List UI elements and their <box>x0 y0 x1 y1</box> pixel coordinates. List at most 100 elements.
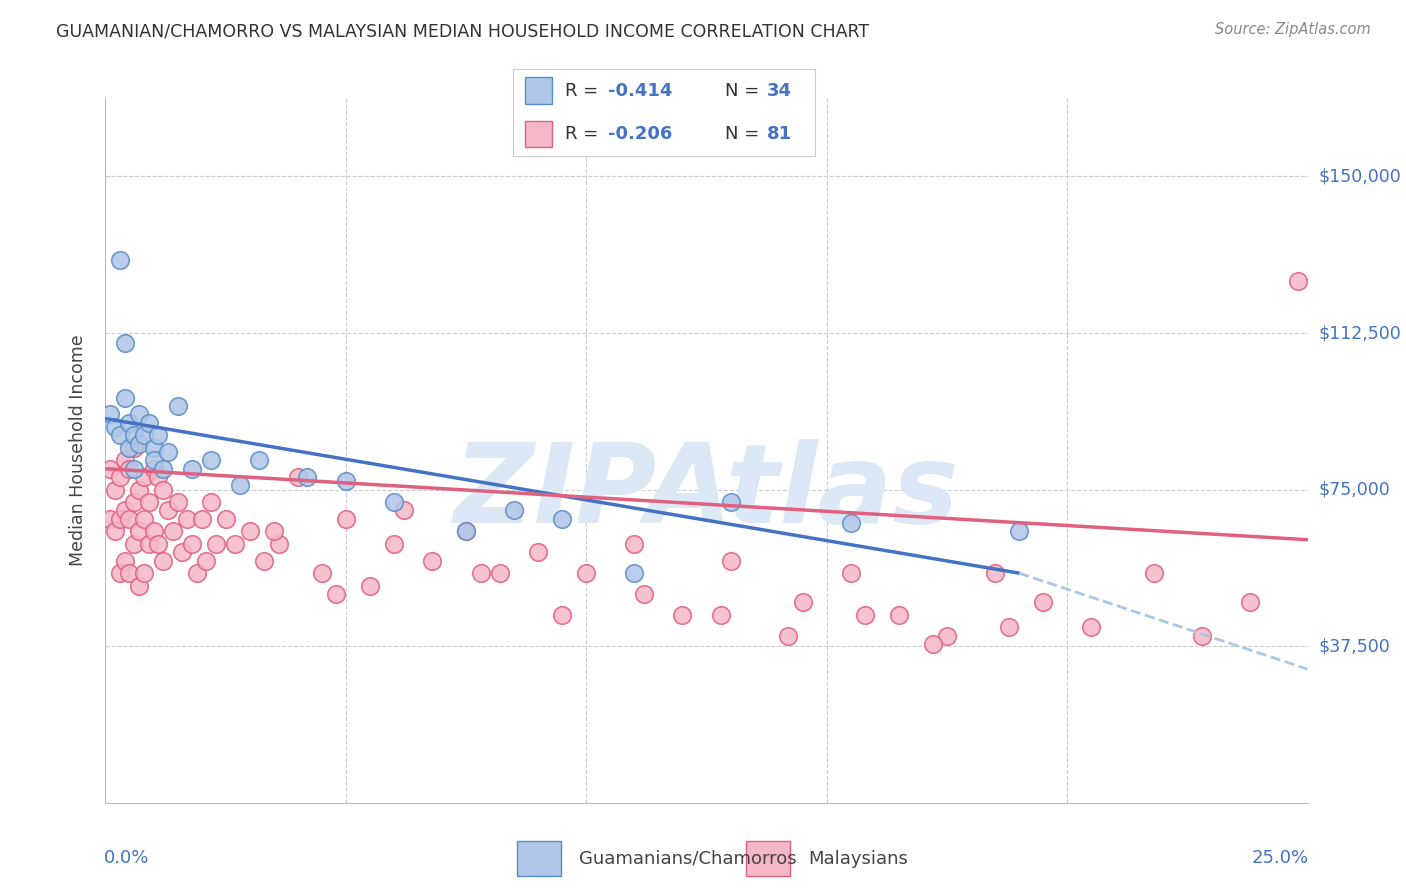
Text: $75,000: $75,000 <box>1319 481 1391 499</box>
Point <box>128 524 150 539</box>
Point <box>382 495 405 509</box>
Point <box>124 461 146 475</box>
Point <box>152 461 174 475</box>
Point <box>176 512 198 526</box>
Text: 0.0%: 0.0% <box>104 848 149 867</box>
Point <box>142 461 165 475</box>
Point <box>998 620 1021 634</box>
Point <box>287 470 309 484</box>
Point <box>325 587 347 601</box>
Point <box>132 428 155 442</box>
Point <box>224 537 246 551</box>
Point <box>98 512 121 526</box>
Point <box>623 537 645 551</box>
Point <box>229 478 252 492</box>
Point <box>551 607 574 622</box>
Text: N =: N = <box>725 81 765 100</box>
Point <box>142 524 165 539</box>
Bar <box>747 841 790 876</box>
Point <box>335 512 357 526</box>
Point <box>839 566 862 581</box>
Point <box>98 461 121 475</box>
Point <box>128 483 150 497</box>
Point <box>166 495 188 509</box>
Text: 25.0%: 25.0% <box>1251 848 1309 867</box>
Point <box>311 566 333 581</box>
Text: 81: 81 <box>768 125 792 144</box>
Point <box>114 336 136 351</box>
Point <box>195 553 218 567</box>
Point <box>104 524 127 539</box>
Point <box>108 566 131 581</box>
Text: Source: ZipAtlas.com: Source: ZipAtlas.com <box>1215 22 1371 37</box>
Point <box>1191 629 1213 643</box>
Point <box>118 512 141 526</box>
Point <box>527 545 550 559</box>
Text: R =: R = <box>565 125 603 144</box>
Point <box>503 503 526 517</box>
Point <box>778 629 800 643</box>
Point <box>422 553 444 567</box>
Text: ZIPAtlas: ZIPAtlas <box>454 439 959 546</box>
Point <box>200 453 222 467</box>
Point <box>124 441 146 455</box>
Point <box>128 436 150 450</box>
Point <box>148 470 170 484</box>
Point <box>166 399 188 413</box>
Point <box>128 408 150 422</box>
Point <box>152 553 174 567</box>
Point <box>132 512 155 526</box>
Point <box>454 524 477 539</box>
Point <box>382 537 405 551</box>
Text: $150,000: $150,000 <box>1319 168 1402 186</box>
Point <box>887 607 910 622</box>
Point <box>118 566 141 581</box>
Point <box>156 503 179 517</box>
Point <box>114 553 136 567</box>
Point <box>575 566 598 581</box>
Point <box>200 495 222 509</box>
Point <box>118 461 141 475</box>
Point <box>114 391 136 405</box>
Point <box>720 553 742 567</box>
Point <box>114 453 136 467</box>
Bar <box>526 78 553 103</box>
Point <box>118 416 141 430</box>
Point <box>104 483 127 497</box>
Point <box>156 445 179 459</box>
Point <box>186 566 208 581</box>
Text: $37,500: $37,500 <box>1319 637 1391 656</box>
Point <box>936 629 959 643</box>
Point <box>108 428 131 442</box>
Point <box>470 566 492 581</box>
Point <box>1008 524 1031 539</box>
Point <box>142 441 165 455</box>
Bar <box>526 121 553 147</box>
Point <box>108 470 131 484</box>
Text: 34: 34 <box>768 81 792 100</box>
Point <box>124 495 146 509</box>
Point <box>138 537 160 551</box>
Point <box>138 416 160 430</box>
Point <box>392 503 415 517</box>
Point <box>128 579 150 593</box>
Point <box>247 453 270 467</box>
Point <box>633 587 655 601</box>
Point <box>148 428 170 442</box>
Point <box>839 516 862 530</box>
Point <box>253 553 276 567</box>
Point <box>710 607 733 622</box>
Point <box>454 524 477 539</box>
Point <box>239 524 262 539</box>
Text: Guamanians/Chamorros: Guamanians/Chamorros <box>579 849 797 868</box>
Point <box>124 537 146 551</box>
Bar <box>517 841 561 876</box>
Point <box>142 453 165 467</box>
Point <box>104 420 127 434</box>
Point <box>297 470 319 484</box>
Point <box>181 537 204 551</box>
Point <box>792 595 814 609</box>
Point <box>108 512 131 526</box>
Point <box>921 637 943 651</box>
Text: -0.206: -0.206 <box>609 125 673 144</box>
